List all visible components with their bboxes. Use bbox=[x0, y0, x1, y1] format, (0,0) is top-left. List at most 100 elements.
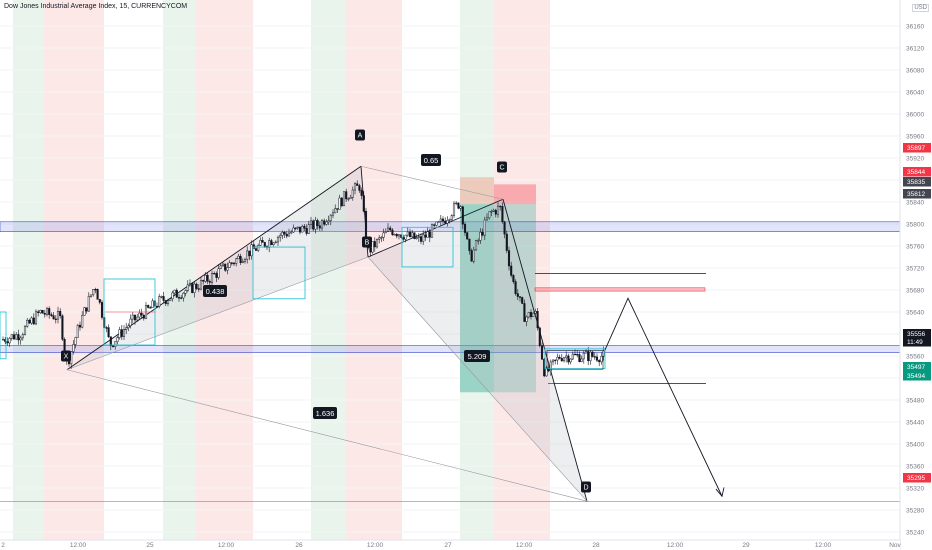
candle-body bbox=[567, 355, 570, 363]
candle-body bbox=[540, 345, 544, 360]
candle-body bbox=[140, 312, 143, 316]
price-tag: 35897 bbox=[903, 143, 931, 153]
time-tick-label: 12:00 bbox=[70, 542, 87, 549]
candle-body bbox=[131, 314, 134, 320]
time-axis[interactable]: 2 12:00 25 12:00 26 12:00 27 12:00 28 12:00 29 12:0… bbox=[0, 539, 902, 550]
candle-body bbox=[430, 224, 434, 238]
candle-body bbox=[226, 267, 229, 271]
candle-body bbox=[587, 351, 590, 362]
candle-body bbox=[463, 223, 467, 233]
price-tick-label: 35960 bbox=[906, 133, 924, 140]
price-tick-label: 35640 bbox=[906, 309, 924, 316]
candle-body bbox=[116, 337, 119, 342]
candle-body bbox=[320, 220, 324, 229]
candle-body bbox=[39, 310, 42, 313]
candle-body bbox=[336, 208, 339, 210]
candle-body bbox=[323, 220, 326, 225]
price-tag-bg bbox=[903, 189, 931, 199]
ratio-xd-label: 1.636 bbox=[316, 409, 335, 418]
candle-body bbox=[371, 241, 374, 253]
price-tick-label: 35480 bbox=[906, 397, 924, 404]
candle-body bbox=[96, 289, 99, 300]
candle-body bbox=[485, 217, 489, 221]
time-axis-bg bbox=[0, 540, 900, 550]
price-tick-label: 35680 bbox=[906, 287, 924, 294]
candle-body bbox=[380, 237, 383, 239]
candle-body bbox=[402, 237, 405, 240]
candle-body bbox=[54, 318, 57, 320]
candle-body bbox=[45, 308, 49, 315]
candle-body bbox=[373, 241, 376, 248]
candle-body bbox=[384, 231, 387, 234]
candle-body bbox=[186, 284, 189, 291]
price-tick-label: 35760 bbox=[906, 243, 924, 250]
candle-body bbox=[510, 265, 513, 276]
price-tick-label: 35400 bbox=[906, 441, 924, 448]
price-tick-label: 35280 bbox=[906, 507, 924, 514]
candle-body bbox=[149, 307, 152, 309]
candle-body bbox=[529, 312, 533, 317]
candle-body bbox=[448, 219, 451, 221]
price-tick-label: 35920 bbox=[906, 155, 924, 162]
candle-body bbox=[182, 292, 185, 299]
candle-body bbox=[428, 231, 431, 238]
price-tag-bg bbox=[903, 337, 931, 347]
candle-body bbox=[422, 234, 425, 242]
candle-body bbox=[221, 263, 225, 267]
price-tag-bg bbox=[903, 371, 931, 381]
candle-body bbox=[237, 255, 240, 260]
session-bands bbox=[13, 0, 550, 540]
candle-body bbox=[433, 224, 436, 226]
candle-body bbox=[413, 232, 416, 239]
candle-body bbox=[294, 227, 297, 229]
pattern-leg bbox=[66, 165, 362, 371]
candle-body bbox=[435, 221, 438, 226]
candle-body bbox=[345, 191, 348, 200]
range-box bbox=[546, 350, 604, 370]
candle-body bbox=[78, 324, 82, 328]
candle-body bbox=[411, 232, 414, 238]
candle-body bbox=[215, 273, 218, 278]
candle-body bbox=[578, 354, 581, 362]
candle-body bbox=[512, 275, 515, 282]
candle-body bbox=[43, 313, 46, 315]
candle-body bbox=[224, 263, 227, 271]
range-box bbox=[252, 246, 306, 300]
pattern-ratio-line bbox=[66, 256, 369, 371]
candle-body bbox=[208, 281, 211, 283]
candle-body bbox=[545, 367, 548, 377]
pattern-point-x-label: X bbox=[64, 354, 69, 361]
candle-body bbox=[15, 334, 18, 340]
candle-body bbox=[81, 315, 84, 328]
candle-body bbox=[125, 327, 128, 330]
ratio-label-bg bbox=[313, 407, 337, 419]
candle-body bbox=[63, 339, 66, 352]
candle-body bbox=[417, 236, 420, 238]
candle-body bbox=[195, 283, 198, 289]
candle-body bbox=[393, 234, 396, 236]
candle-body bbox=[133, 314, 137, 321]
candle-body bbox=[246, 250, 249, 260]
candle-body bbox=[98, 299, 101, 303]
time-tick-label: 12:00 bbox=[516, 542, 533, 549]
projection-path bbox=[604, 297, 723, 497]
candle-body bbox=[375, 239, 379, 248]
price-tick-label: 36000 bbox=[906, 111, 924, 118]
price-tag-label: 11:49 bbox=[907, 339, 923, 346]
candle-body bbox=[281, 232, 284, 236]
price-tag: 35812 bbox=[903, 189, 931, 199]
candle-body bbox=[507, 250, 511, 267]
candle-body bbox=[37, 311, 40, 313]
price-axis[interactable]: 3616036120360803604036000359603592035880… bbox=[899, 0, 932, 550]
time-tick-label: 12:00 bbox=[667, 542, 684, 549]
candle-body bbox=[569, 358, 572, 363]
candle-body bbox=[514, 281, 517, 294]
pattern-point-b-label: B bbox=[365, 240, 370, 247]
candle-body bbox=[34, 311, 38, 325]
candle-body bbox=[527, 312, 530, 318]
price-tag: 35556 bbox=[903, 329, 931, 339]
price-axis-bg bbox=[900, 0, 932, 550]
price-tick-label: 36120 bbox=[906, 45, 924, 52]
